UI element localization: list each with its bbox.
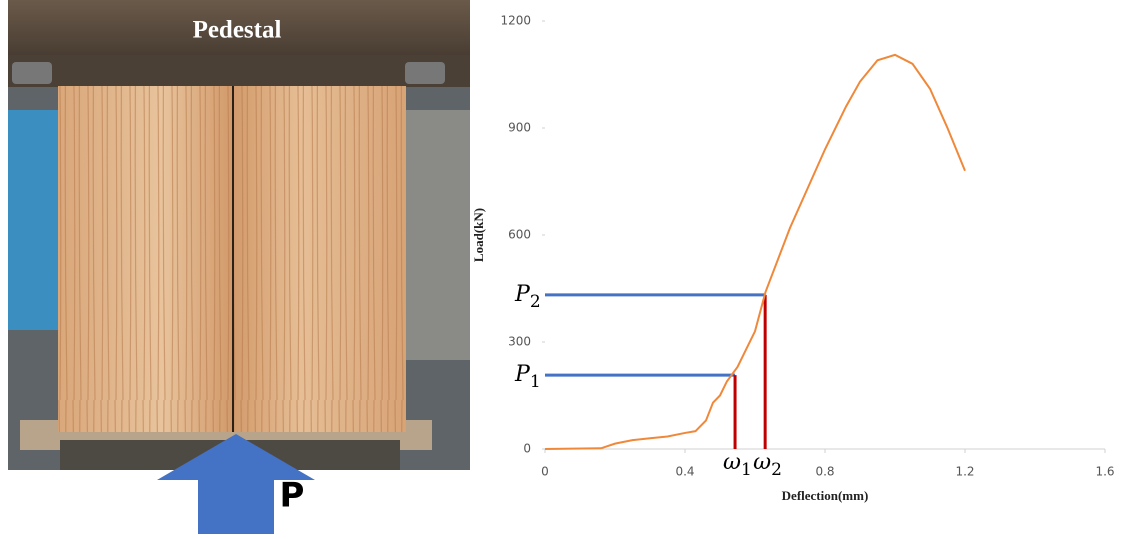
background-object <box>8 110 58 330</box>
figure: Pedestal P Deflection(mm) Load(kN) 0 0.4 0… <box>0 0 1127 534</box>
load-annotation-symbol: P <box>514 362 531 387</box>
load-annotation-index: 2 <box>530 291 541 311</box>
load-annotation: P1 <box>514 362 541 392</box>
deflection-annotation-symbol: ω <box>723 450 741 475</box>
y-tick-label: 0 <box>523 442 531 456</box>
x-tick-label: 0 <box>541 465 549 479</box>
photo: Pedestal P <box>8 0 470 534</box>
load-annotation-index: 1 <box>530 372 541 392</box>
x-axis-label: Deflection(mm) <box>782 488 869 503</box>
load-annotation: P2 <box>514 282 541 312</box>
deflection-annotation: ω1 <box>723 450 752 480</box>
load-label: P <box>280 476 305 516</box>
y-axis-label: Load(kN) <box>471 208 486 262</box>
pedestal-label: Pedestal <box>193 17 282 44</box>
x-tick-label: 0.4 <box>675 465 694 479</box>
background-object <box>400 110 470 360</box>
pedestal-plate <box>8 55 470 87</box>
deflection-annotation-index: 1 <box>741 460 752 480</box>
bolt <box>12 62 52 84</box>
deflection-annotation-index: 2 <box>771 460 782 480</box>
bolt <box>405 62 445 84</box>
x-tick-label: 1.6 <box>1095 465 1114 479</box>
x-tick-label: 1.2 <box>955 465 974 479</box>
x-tick-label: 0.8 <box>815 465 834 479</box>
chart: Deflection(mm) Load(kN) 0 0.4 0.8 1.2 1.6 0 30… <box>471 14 1115 503</box>
y-tick-label: 600 <box>508 228 531 242</box>
load-annotation-symbol: P <box>514 282 531 307</box>
deflection-annotation-symbol: ω <box>753 450 771 475</box>
y-tick-label: 1200 <box>500 14 531 28</box>
y-tick-label: 900 <box>508 121 531 135</box>
deflection-annotation: ω2 <box>753 450 782 480</box>
load-curve <box>545 55 965 449</box>
y-tick-label: 300 <box>508 335 531 349</box>
